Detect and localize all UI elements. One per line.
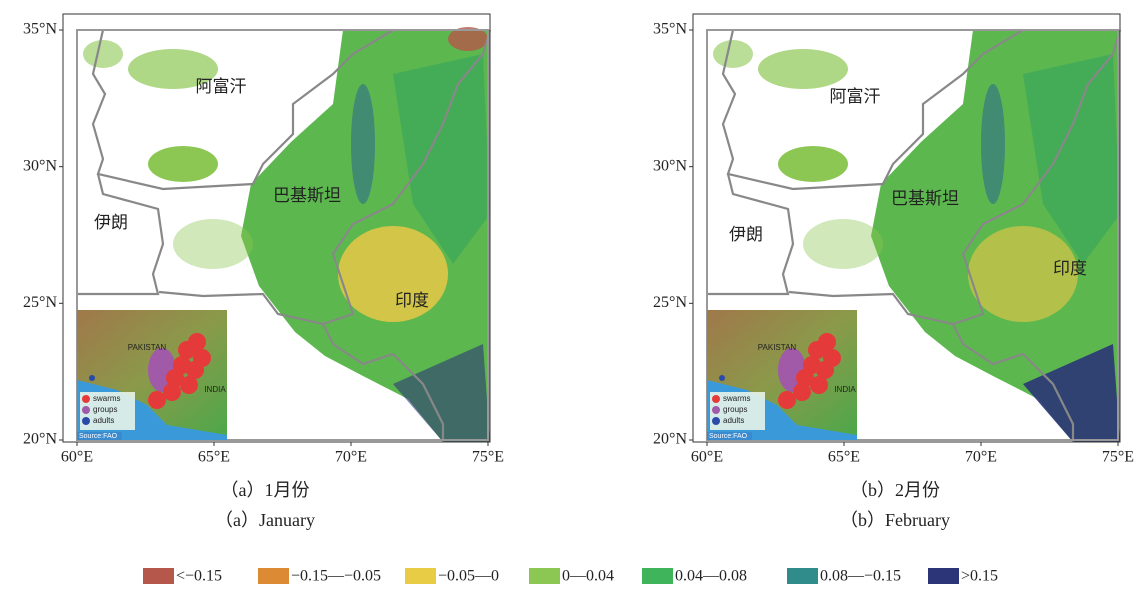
legend-label: 0.04—0.08: [675, 568, 747, 585]
legend-swatch: [928, 568, 959, 584]
lat-label: 20°N: [653, 431, 687, 448]
lat-label: 35°N: [23, 21, 57, 38]
vegetation: [803, 219, 883, 269]
inset-legend-marker: [82, 417, 90, 425]
inset-map: PAKISTAN INDIA swarms groups adults Source:FA…: [77, 310, 227, 440]
inset-swarm: [818, 333, 836, 351]
inset-swarm: [193, 349, 211, 367]
lon-label: 70°E: [335, 449, 367, 466]
inset-legend-label: groups: [723, 405, 747, 414]
legend-label: <−0.15: [176, 568, 222, 585]
legend-label: 0.08—−0.15: [820, 568, 901, 585]
lat-label: 30°N: [653, 157, 687, 174]
vegetation: [83, 40, 123, 68]
caption-zh: （a）1月份: [221, 480, 310, 500]
lat-label: 25°N: [23, 294, 57, 311]
legend-swatch: [787, 568, 818, 584]
legend-label: −0.15—−0.05: [291, 568, 381, 585]
inset-legend-label: swarms: [723, 394, 751, 403]
lat-label: 25°N: [653, 294, 687, 311]
lon-label: 70°E: [965, 449, 997, 466]
lon-label: 75°E: [1102, 449, 1134, 466]
inset-adult: [719, 375, 725, 381]
lon-label: 60°E: [61, 449, 93, 466]
inset-country: INDIA: [834, 385, 856, 394]
caption-en: （b）February: [840, 510, 950, 530]
country-label: 伊朗: [729, 225, 763, 244]
country-label: 印度: [1053, 259, 1087, 278]
vegetation: [351, 84, 375, 204]
lon-label: 60°E: [691, 449, 723, 466]
inset-legend-label: adults: [93, 416, 114, 425]
inset-source: Source:FAO: [709, 433, 748, 440]
lat-label: 35°N: [653, 21, 687, 38]
inset-legend-label: swarms: [93, 394, 121, 403]
legend-swatch: [529, 568, 560, 584]
vegetation: [758, 49, 848, 89]
inset-swarm: [823, 349, 841, 367]
country-label: 印度: [395, 291, 429, 310]
caption-en: （a）January: [215, 510, 315, 530]
inset-legend-marker: [82, 406, 90, 414]
inset-legend-label: adults: [723, 416, 744, 425]
country-label: 伊朗: [94, 213, 128, 232]
country-label: 巴基斯坦: [891, 189, 959, 208]
lon-label: 75°E: [472, 449, 504, 466]
country-label: 阿富汗: [196, 77, 247, 96]
legend-swatch: [143, 568, 174, 584]
legend-swatch: [258, 568, 289, 584]
legend-swatch: [642, 568, 673, 584]
lon-label: 65°E: [198, 449, 230, 466]
figure: 35°N30°N25°N20°N60°E65°E70°E75°E阿富汗伊朗巴基斯…: [0, 0, 1147, 612]
inset-swarm: [810, 376, 828, 394]
caption-zh: （b）2月份: [850, 480, 940, 500]
inset-swarm: [778, 391, 796, 409]
vegetation: [148, 146, 218, 182]
inset-map: PAKISTAN INDIA swarms groups adults Source:FA…: [707, 310, 857, 440]
lat-label: 30°N: [23, 157, 57, 174]
inset-swarm: [148, 391, 166, 409]
inset-legend-marker: [712, 406, 720, 414]
legend-label: −0.05—0: [438, 568, 499, 585]
country-label: 巴基斯坦: [273, 186, 341, 205]
inset-country: INDIA: [204, 385, 226, 394]
country-label: 阿富汗: [830, 87, 881, 106]
lon-label: 65°E: [828, 449, 860, 466]
legend-swatch: [405, 568, 436, 584]
vegetation: [713, 40, 753, 68]
vegetation: [981, 84, 1005, 204]
vegetation: [778, 146, 848, 182]
legend-label: 0—0.04: [562, 568, 614, 585]
inset-legend-label: groups: [93, 405, 117, 414]
lat-label: 20°N: [23, 431, 57, 448]
inset-adult: [89, 375, 95, 381]
inset-legend-marker: [712, 417, 720, 425]
inset-country: PAKISTAN: [128, 343, 167, 352]
inset-swarm: [188, 333, 206, 351]
inset-country: PAKISTAN: [758, 343, 797, 352]
vegetation: [173, 219, 253, 269]
vegetation: [338, 226, 448, 322]
inset-source: Source:FAO: [79, 433, 118, 440]
inset-swarm: [180, 376, 198, 394]
inset-legend-marker: [82, 395, 90, 403]
inset-legend-marker: [712, 395, 720, 403]
legend-label: >0.15: [961, 568, 998, 585]
map-panel: 35°N 30°N 25°N 20°N60°E 65°E 70°E 75°E 阿富汗伊朗 巴基斯…: [23, 14, 504, 466]
